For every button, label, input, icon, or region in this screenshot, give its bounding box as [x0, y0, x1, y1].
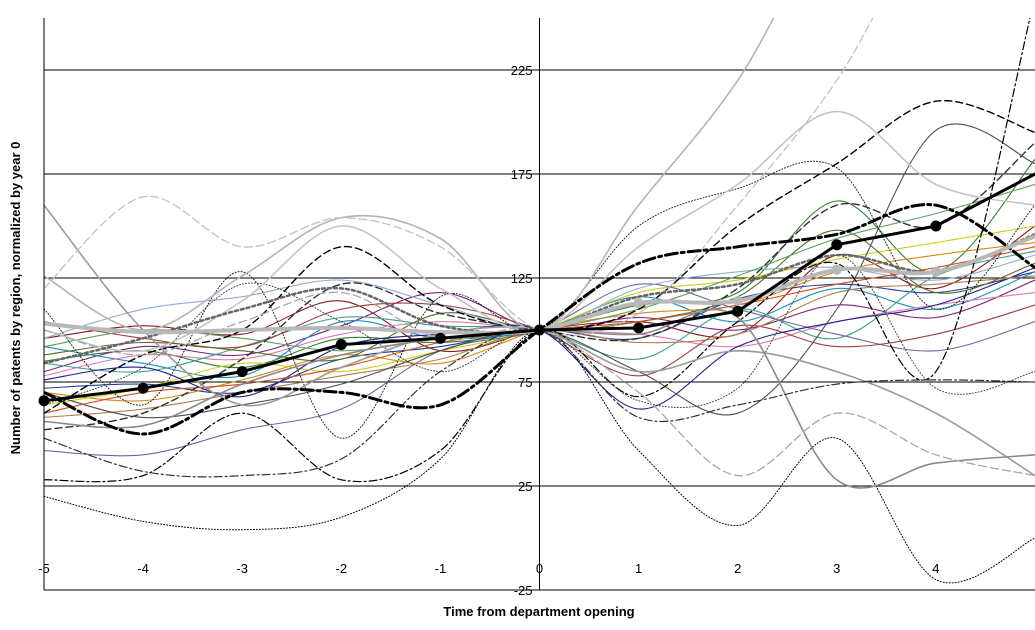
- x-tick-label-1: -4: [137, 561, 149, 576]
- mean-point-1: [138, 383, 149, 394]
- median-point-6: [634, 298, 644, 308]
- y-tick-label-3: 125: [511, 271, 533, 286]
- x-axis-title: Time from department opening: [443, 604, 634, 619]
- mean-point-3: [336, 339, 347, 350]
- x-tick-label-9: 4: [932, 561, 939, 576]
- x-tick-label-2: -3: [236, 561, 248, 576]
- mean-point-8: [831, 239, 842, 250]
- x-tick-label-4: -1: [435, 561, 447, 576]
- x-tick-label-3: -2: [336, 561, 348, 576]
- x-tick-label-7: 2: [734, 561, 741, 576]
- median-point-8: [832, 265, 842, 275]
- y-tick-label-1: 25: [518, 479, 532, 494]
- x-tick-label-0: -5: [38, 561, 50, 576]
- mean-point-6: [633, 322, 644, 333]
- y-tick-label-5: 225: [511, 63, 533, 78]
- y-tick-label-2: 75: [518, 375, 532, 390]
- x-tick-label-5: 0: [536, 561, 543, 576]
- median-point-9: [931, 267, 941, 277]
- mean-point-2: [237, 366, 248, 377]
- y-tick-label-0: -25: [514, 583, 533, 598]
- y-tick-label-4: 175: [511, 167, 533, 182]
- y-axis-title: Number of patents by region, normalized …: [8, 142, 23, 455]
- x-tick-label-8: 3: [833, 561, 840, 576]
- mean-point-9: [930, 221, 941, 232]
- mean-point-7: [732, 306, 743, 317]
- median-point-7: [733, 296, 743, 306]
- mean-point-4: [435, 333, 446, 344]
- x-tick-label-6: 1: [635, 561, 642, 576]
